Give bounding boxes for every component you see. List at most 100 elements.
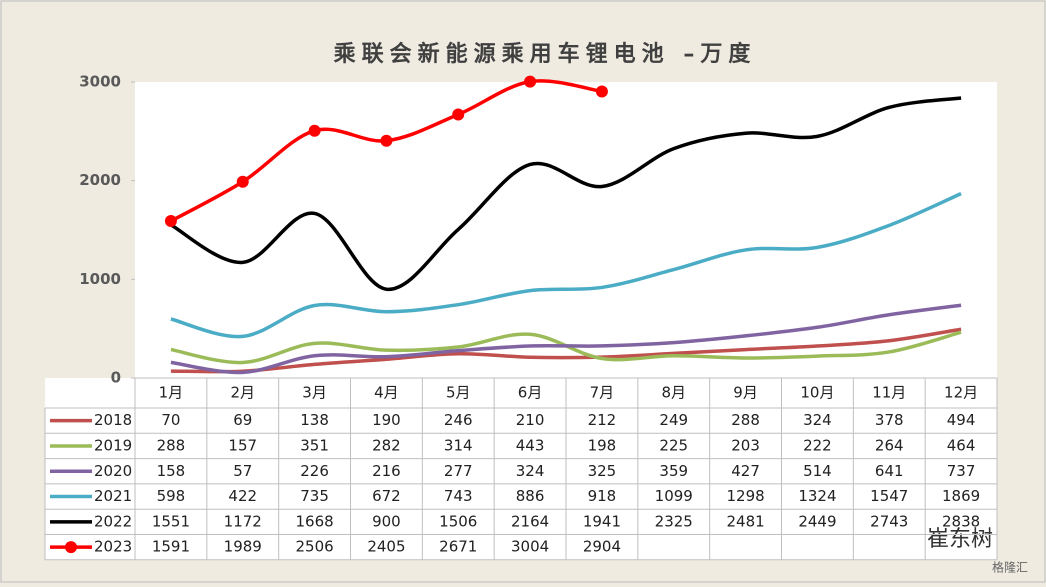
table-cell: 210 bbox=[516, 411, 545, 429]
point bbox=[236, 175, 249, 188]
table-cell: 1099 bbox=[655, 487, 693, 505]
table-cell: 325 bbox=[588, 462, 617, 480]
point bbox=[595, 85, 608, 98]
table-cell: 1941 bbox=[583, 512, 621, 530]
watermark: 崔东树 bbox=[927, 527, 993, 552]
table-cell: 2164 bbox=[511, 512, 549, 530]
table-cell: 69 bbox=[233, 411, 252, 429]
table-cell: 324 bbox=[803, 411, 832, 429]
table-cell: 918 bbox=[588, 487, 617, 505]
table-cell: 2671 bbox=[439, 538, 477, 556]
series-line bbox=[170, 191, 962, 339]
table-cell: 324 bbox=[516, 462, 545, 480]
table-cell: 2325 bbox=[655, 512, 693, 530]
table-cell: 212 bbox=[588, 411, 617, 429]
table-cell: 743 bbox=[444, 487, 473, 505]
table-cell: 190 bbox=[372, 411, 401, 429]
table-cell: 900 bbox=[372, 512, 401, 530]
table-cell: 198 bbox=[588, 436, 617, 454]
point bbox=[452, 108, 465, 121]
table-cell: 598 bbox=[157, 487, 186, 505]
table-cell: 288 bbox=[731, 411, 760, 429]
table-cell: 1172 bbox=[224, 512, 262, 530]
x-tick-label: 1月 bbox=[159, 384, 184, 402]
table-cell: 427 bbox=[731, 462, 760, 480]
y-tick-label: 0 bbox=[111, 369, 121, 387]
legend-label: 2019 bbox=[94, 436, 132, 454]
x-tick-label: 10月 bbox=[800, 384, 834, 402]
table-cell: 1324 bbox=[798, 487, 836, 505]
series-line bbox=[170, 327, 962, 374]
table-cell: 641 bbox=[875, 462, 904, 480]
legend-key bbox=[65, 541, 77, 554]
x-tick-label: 7月 bbox=[590, 384, 615, 402]
table-cell: 378 bbox=[875, 411, 904, 429]
y-tick-label: 1000 bbox=[79, 270, 121, 288]
x-tick-label: 4月 bbox=[374, 384, 399, 402]
table-cell: 2449 bbox=[798, 512, 836, 530]
table-cell: 57 bbox=[233, 462, 252, 480]
table-cell: 494 bbox=[947, 411, 976, 429]
table-cell: 288 bbox=[157, 436, 186, 454]
x-tick-label: 2月 bbox=[230, 384, 255, 402]
table-cell: 2506 bbox=[295, 538, 333, 556]
table-cell: 282 bbox=[372, 436, 401, 454]
table-cell: 886 bbox=[516, 487, 545, 505]
point bbox=[164, 215, 177, 228]
series-line bbox=[170, 96, 962, 291]
table-cell: 277 bbox=[444, 462, 473, 480]
point bbox=[380, 134, 393, 147]
table-cell: 359 bbox=[659, 462, 688, 480]
table-cell: 422 bbox=[228, 487, 257, 505]
table-cell: 2743 bbox=[870, 512, 908, 530]
table-cell: 216 bbox=[372, 462, 401, 480]
series-line bbox=[170, 303, 962, 375]
x-tick-label: 5月 bbox=[446, 384, 471, 402]
table-cell: 158 bbox=[157, 462, 186, 480]
table-cell: 222 bbox=[803, 436, 832, 454]
table-cell: 1869 bbox=[942, 487, 980, 505]
table-cell: 3004 bbox=[511, 538, 549, 556]
table-cell: 70 bbox=[161, 411, 180, 429]
table-cell: 225 bbox=[659, 436, 688, 454]
point bbox=[524, 75, 537, 88]
table-cell: 1547 bbox=[870, 487, 908, 505]
table-cell: 514 bbox=[803, 462, 832, 480]
x-tick-label: 6月 bbox=[518, 384, 543, 402]
table-cell: 672 bbox=[372, 487, 401, 505]
table-cell: 2481 bbox=[726, 512, 764, 530]
table-cell: 1591 bbox=[152, 538, 190, 556]
table-cell: 246 bbox=[444, 411, 473, 429]
x-tick-label: 9月 bbox=[733, 384, 758, 402]
table-cell: 1506 bbox=[439, 512, 477, 530]
table-cell: 314 bbox=[444, 436, 473, 454]
plot-area bbox=[135, 82, 997, 378]
table-cell: 443 bbox=[516, 436, 545, 454]
table-cell: 2904 bbox=[583, 538, 621, 556]
table-cell: 1298 bbox=[726, 487, 764, 505]
table-cell: 264 bbox=[875, 436, 904, 454]
x-tick-label: 8月 bbox=[661, 384, 686, 402]
legend-label: 2021 bbox=[94, 487, 132, 505]
table-cell: 737 bbox=[947, 462, 976, 480]
legend-label: 2018 bbox=[94, 411, 132, 429]
table-cell: 2405 bbox=[367, 538, 405, 556]
table-cell: 351 bbox=[300, 436, 329, 454]
table-cell: 138 bbox=[300, 411, 329, 429]
legend-label: 2023 bbox=[94, 538, 132, 556]
point bbox=[308, 124, 321, 137]
table-cell: 1668 bbox=[295, 512, 333, 530]
legend-label: 2020 bbox=[94, 462, 132, 480]
chart-title: 乘联会新能源乘用车锂电池 –万度 bbox=[333, 41, 757, 67]
watermark-site: 格隆汇 bbox=[992, 560, 1028, 575]
y-tick-label: 2000 bbox=[79, 171, 121, 189]
table-cell: 464 bbox=[947, 436, 976, 454]
table-cell: 1989 bbox=[224, 538, 262, 556]
table-cell: 203 bbox=[731, 436, 760, 454]
table-cell: 249 bbox=[659, 411, 688, 429]
x-tick-label: 12月 bbox=[944, 384, 978, 402]
table-cell: 735 bbox=[300, 487, 329, 505]
legend-label: 2022 bbox=[94, 512, 132, 530]
table-cell: 1551 bbox=[152, 512, 190, 530]
